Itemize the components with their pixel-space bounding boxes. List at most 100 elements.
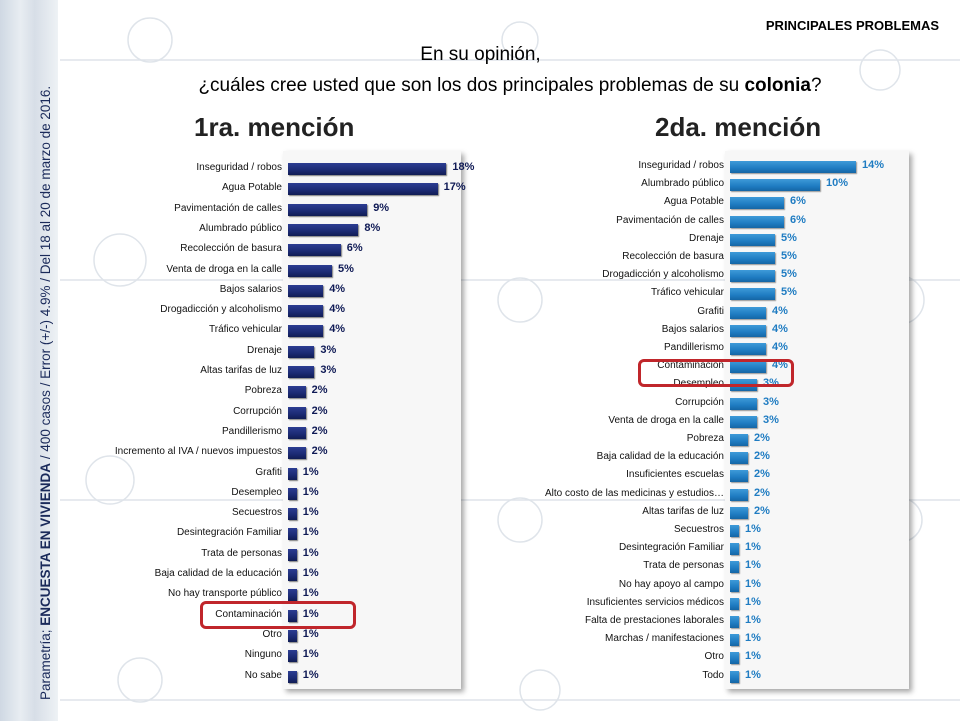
category-label: Pandillerismo bbox=[221, 425, 282, 437]
category-label: Ninguno bbox=[244, 649, 282, 661]
bar bbox=[730, 306, 766, 319]
category-label: Secuestros bbox=[231, 507, 282, 519]
category-label: No hay transporte público bbox=[168, 588, 282, 600]
data-label: 3% bbox=[320, 343, 337, 356]
chart-1-title: 1ra. mención bbox=[194, 112, 355, 142]
category-label: Otro bbox=[262, 628, 282, 640]
category-label: Bajos salarios bbox=[219, 283, 282, 295]
bar bbox=[730, 233, 775, 246]
category-label: Baja calidad de la educación bbox=[154, 568, 282, 579]
bar bbox=[288, 670, 297, 683]
question-line-2: ¿cuáles cree usted que son los dos princ… bbox=[0, 75, 961, 97]
category-label: Desempleo bbox=[231, 486, 282, 498]
data-label: 5% bbox=[338, 262, 354, 275]
bar bbox=[288, 548, 297, 561]
bar bbox=[288, 163, 447, 175]
category-label: Drenaje bbox=[688, 232, 724, 244]
data-label: 1% bbox=[745, 577, 761, 590]
bar bbox=[730, 270, 775, 283]
survey-note-prefix: Parametría; bbox=[38, 625, 53, 700]
category-label: Venta de droga en la calle bbox=[608, 414, 724, 426]
bar bbox=[730, 161, 856, 173]
bar bbox=[288, 244, 341, 257]
category-label: Desempleo bbox=[673, 378, 724, 390]
survey-note-bold: ENCUESTA EN VIVIENDA bbox=[38, 462, 53, 626]
category-label: Drogadicción y alcoholismo bbox=[160, 304, 282, 316]
category-label: Corrupción bbox=[233, 405, 282, 417]
category-label: Trata de personas bbox=[201, 547, 282, 559]
bar bbox=[730, 288, 775, 301]
data-label: 14% bbox=[862, 159, 885, 171]
bar bbox=[288, 487, 297, 500]
left-decorative-strip bbox=[0, 0, 58, 721]
bar bbox=[288, 629, 297, 642]
data-label: 4% bbox=[329, 303, 346, 316]
data-label: 4% bbox=[329, 282, 346, 295]
category-label: Drenaje bbox=[246, 344, 282, 356]
bar bbox=[288, 223, 359, 236]
bar bbox=[730, 634, 739, 647]
bar bbox=[288, 467, 297, 480]
data-label: 5% bbox=[781, 268, 797, 281]
bar bbox=[730, 415, 757, 428]
category-label: Tráfico vehicular bbox=[209, 324, 282, 336]
category-label: Pobreza bbox=[686, 433, 724, 444]
data-label: 2% bbox=[311, 384, 328, 397]
data-label: 1% bbox=[302, 587, 319, 600]
bar bbox=[288, 650, 297, 663]
data-label: 1% bbox=[302, 465, 319, 478]
bar bbox=[730, 252, 775, 264]
data-label: 4% bbox=[772, 322, 788, 335]
category-label: Contaminación bbox=[657, 360, 724, 372]
bar bbox=[730, 324, 766, 337]
bar bbox=[730, 525, 739, 537]
category-label: No sabe bbox=[244, 669, 282, 681]
data-label: 2% bbox=[311, 424, 328, 437]
category-label: Altas tarifas de luz bbox=[200, 365, 282, 376]
bar bbox=[288, 589, 297, 602]
category-label: Alumbrado público bbox=[199, 222, 282, 234]
data-label: 5% bbox=[781, 286, 797, 299]
bar bbox=[288, 569, 297, 581]
bar bbox=[288, 508, 297, 521]
data-label: 2% bbox=[754, 468, 770, 481]
question-line-2-text: ¿cuáles cree usted que son los dos princ… bbox=[198, 75, 745, 96]
bar bbox=[288, 325, 324, 338]
chart-2-title: 2da. mención bbox=[655, 112, 822, 142]
question-line-1: En su opinión, bbox=[420, 44, 541, 65]
bar bbox=[730, 179, 820, 192]
category-label: Desintegración Familiar bbox=[618, 542, 724, 554]
data-label: 4% bbox=[772, 359, 788, 372]
bar bbox=[730, 488, 748, 501]
data-label: 1% bbox=[302, 485, 319, 498]
data-label: 1% bbox=[745, 668, 761, 681]
data-label: 10% bbox=[826, 177, 849, 190]
data-label: 2% bbox=[754, 432, 770, 444]
data-label: 3% bbox=[763, 413, 779, 426]
bar bbox=[730, 361, 766, 374]
highlight-contaminacion-second bbox=[638, 359, 794, 387]
data-label: 5% bbox=[781, 231, 797, 244]
category-label: Baja calidad de la educación bbox=[596, 451, 724, 463]
category-label: Inseguridad / robos bbox=[196, 162, 282, 173]
bar bbox=[288, 366, 315, 378]
category-label: Otro bbox=[704, 651, 724, 663]
data-label: 8% bbox=[364, 221, 381, 234]
data-label: 5% bbox=[781, 250, 797, 262]
data-label: 3% bbox=[763, 395, 779, 408]
category-label: Altas tarifas de luz bbox=[642, 505, 724, 517]
category-label: Alumbrado público bbox=[641, 178, 724, 190]
data-label: 1% bbox=[745, 523, 761, 535]
category-label: Secuestros bbox=[673, 524, 724, 535]
data-label: 9% bbox=[373, 201, 390, 214]
category-label: Incremento al IVA / nuevos impuestos bbox=[114, 446, 282, 458]
bar bbox=[288, 528, 297, 541]
bar bbox=[730, 543, 739, 556]
bar bbox=[730, 616, 739, 628]
bar bbox=[288, 203, 368, 216]
category-label: Pandillerismo bbox=[663, 342, 724, 353]
category-label: Falta de prestaciones laborales bbox=[585, 615, 724, 626]
bar bbox=[730, 652, 739, 665]
category-label: Pobreza bbox=[244, 385, 282, 397]
survey-note-suffix: / 400 casos / Error (+/-) 4.9% / Del 18 … bbox=[38, 85, 53, 463]
